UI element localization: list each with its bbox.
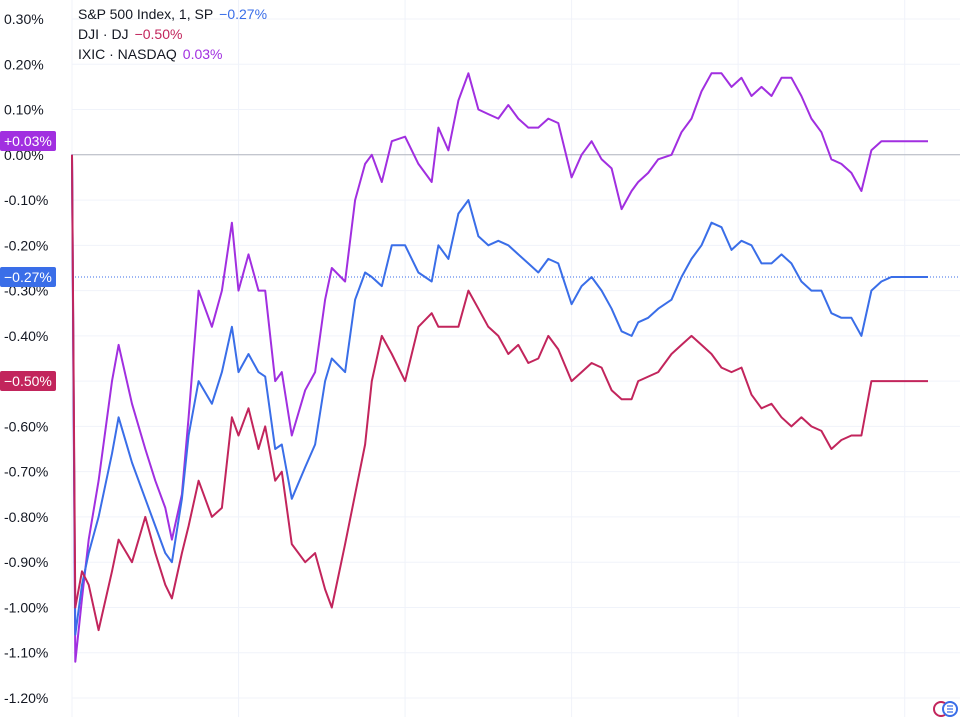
y-tick-label: 0.10%: [4, 102, 44, 118]
y-tick-label: 0.20%: [4, 56, 44, 72]
legend-value-nasdaq: 0.03%: [182, 46, 223, 62]
y-tick-label: -0.40%: [4, 328, 48, 344]
legend-name-sp500: S&P 500 Index, 1, SP: [78, 6, 214, 22]
tradingview-logo-icon[interactable]: [932, 697, 958, 717]
y-tick-label: 0.30%: [4, 11, 44, 27]
y-tick-label: -0.20%: [4, 237, 48, 253]
y-tick-label: -0.90%: [4, 554, 48, 570]
y-tick-label: -0.60%: [4, 418, 48, 434]
price-badge-dji: −0.50%: [0, 371, 56, 392]
legend-value-dji: −0.50%: [134, 26, 183, 42]
legend-value-sp500: −0.27%: [219, 6, 268, 22]
legend: S&P 500 Index, 1, SP −0.27% DJI · DJ −0.50…: [78, 4, 267, 64]
y-tick-label: -1.10%: [4, 645, 48, 661]
y-tick-label: -0.70%: [4, 464, 48, 480]
legend-name-nasdaq: IXIC · NASDAQ: [78, 46, 177, 62]
series-line-nasdaq: [71, 72, 928, 663]
price-badge-sp500: −0.27%: [0, 267, 56, 288]
series-line-sp500: [71, 154, 928, 636]
legend-row-nasdaq[interactable]: IXIC · NASDAQ 0.03%: [78, 44, 267, 64]
y-tick-label: -0.80%: [4, 509, 48, 525]
legend-name-dji: DJI · DJ: [78, 26, 129, 42]
series-line-dji: [71, 154, 928, 632]
y-axis-ticks: 0.30%0.20%0.10%0.00%-0.10%-0.20%-0.30%-0…: [4, 11, 48, 706]
y-tick-label: -1.20%: [4, 690, 48, 706]
series-lines: [71, 72, 928, 663]
y-tick-label: -1.00%: [4, 599, 48, 615]
price-badge-nasdaq: +0.03%: [0, 131, 56, 152]
grid-lines: [71, 0, 960, 717]
y-tick-label: -0.10%: [4, 192, 48, 208]
legend-row-sp500[interactable]: S&P 500 Index, 1, SP −0.27%: [78, 4, 267, 24]
legend-row-dji[interactable]: DJI · DJ −0.50%: [78, 24, 267, 44]
